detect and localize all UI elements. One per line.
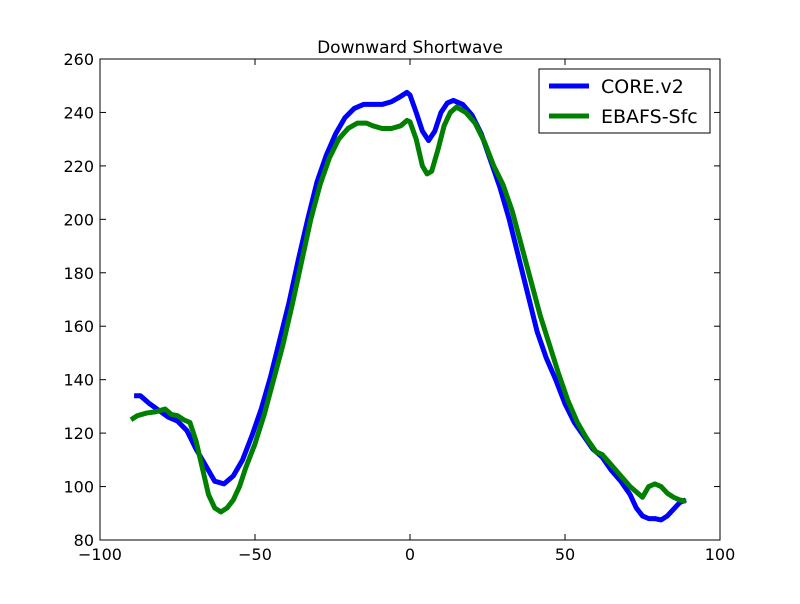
y-tick-label: 180 xyxy=(63,264,94,283)
x-tick-label: 50 xyxy=(555,545,575,564)
chart-title: Downward Shortwave xyxy=(317,38,503,58)
y-tick-label: 240 xyxy=(63,103,94,122)
y-tick-label: 160 xyxy=(63,317,94,336)
data-line xyxy=(134,89,687,523)
data-line xyxy=(129,104,687,515)
x-tick-label: 0 xyxy=(405,545,415,564)
y-tick-label: 220 xyxy=(63,157,94,176)
x-tick-label: −100 xyxy=(78,545,122,564)
legend-label: CORE.v2 xyxy=(601,76,684,98)
y-tick-label: 100 xyxy=(63,478,94,497)
legend-label: EBAFS-Sfc xyxy=(601,106,698,128)
x-tick-label: 100 xyxy=(705,545,736,564)
y-tick-label: 200 xyxy=(63,210,94,229)
y-tick-label: 260 xyxy=(63,50,94,69)
y-tick-label: 120 xyxy=(63,424,94,443)
y-tick-label: 80 xyxy=(74,531,94,550)
y-tick-label: 140 xyxy=(63,371,94,390)
legend-box xyxy=(538,68,711,134)
x-tick-label: −50 xyxy=(238,545,272,564)
